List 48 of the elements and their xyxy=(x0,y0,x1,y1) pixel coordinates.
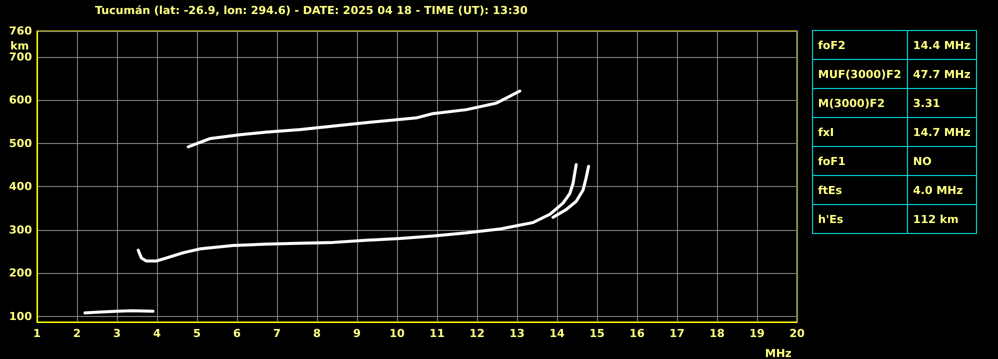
y-tick-label: 700 xyxy=(9,50,32,64)
x-tick-label: 17 xyxy=(669,327,685,340)
x-tick-label: 16 xyxy=(629,327,645,340)
x-tick-label: 13 xyxy=(509,327,525,340)
text: ftEs xyxy=(812,176,908,204)
chart-title: Tucumán (lat: -26.9, lon: 294.6) - DATE: 2025 04 18 - TIME (UT): 13:30 xyxy=(95,4,528,17)
y-tick-label: 100 xyxy=(9,310,32,323)
x-tick-label: 14 xyxy=(549,327,565,340)
y-axis-title: km xyxy=(10,40,29,53)
y-tick-label: 500 xyxy=(9,136,32,150)
x-tick-label: 4 xyxy=(153,327,162,340)
x-tick-label: 2 xyxy=(73,327,81,340)
x-tick-label: 3 xyxy=(113,327,121,340)
line-series xyxy=(186,90,522,148)
x-tick-label: 20 xyxy=(789,327,805,340)
text: 14.4 MHz xyxy=(908,30,976,60)
y-tick-label: 760 xyxy=(9,24,32,38)
x-tick-label: 6 xyxy=(233,327,242,340)
line-series xyxy=(552,164,590,219)
x-tick-label: 7 xyxy=(273,327,281,340)
text: NO xyxy=(908,146,976,176)
x-tick-label: 8 xyxy=(313,327,321,340)
y-tick-label: 400 xyxy=(9,180,32,194)
text: h'Es xyxy=(812,204,908,234)
text: foF1 xyxy=(812,146,908,176)
x-tick-label: 1 xyxy=(33,327,41,340)
y-tick-label: 600 xyxy=(9,94,32,107)
text: 4.0 MHz xyxy=(908,176,976,204)
x-tick-label: 9 xyxy=(353,327,361,340)
x-axis-title: MHz xyxy=(765,347,792,359)
y-tick-label: 300 xyxy=(9,223,32,236)
text: foF2 xyxy=(812,30,908,60)
x-tick-label: 19 xyxy=(749,327,765,340)
text: MUF(3000)F2 xyxy=(812,60,908,88)
text: fxI xyxy=(812,118,908,146)
text: 14.7 MHz xyxy=(908,118,976,146)
text: M(3000)F2 xyxy=(812,88,908,118)
text: 47.7 MHz xyxy=(908,60,976,88)
y-tick-label: 200 xyxy=(9,266,32,280)
x-tick-label: 18 xyxy=(709,327,725,340)
line-series xyxy=(136,163,578,263)
text: 3.31 xyxy=(908,88,976,118)
x-tick-label: 11 xyxy=(429,327,445,340)
x-tick-label: 10 xyxy=(389,327,405,340)
x-tick-label: 15 xyxy=(589,327,605,340)
x-tick-label: 12 xyxy=(469,327,485,340)
x-tick-label: 5 xyxy=(193,327,201,340)
text: 112 km xyxy=(908,204,976,234)
